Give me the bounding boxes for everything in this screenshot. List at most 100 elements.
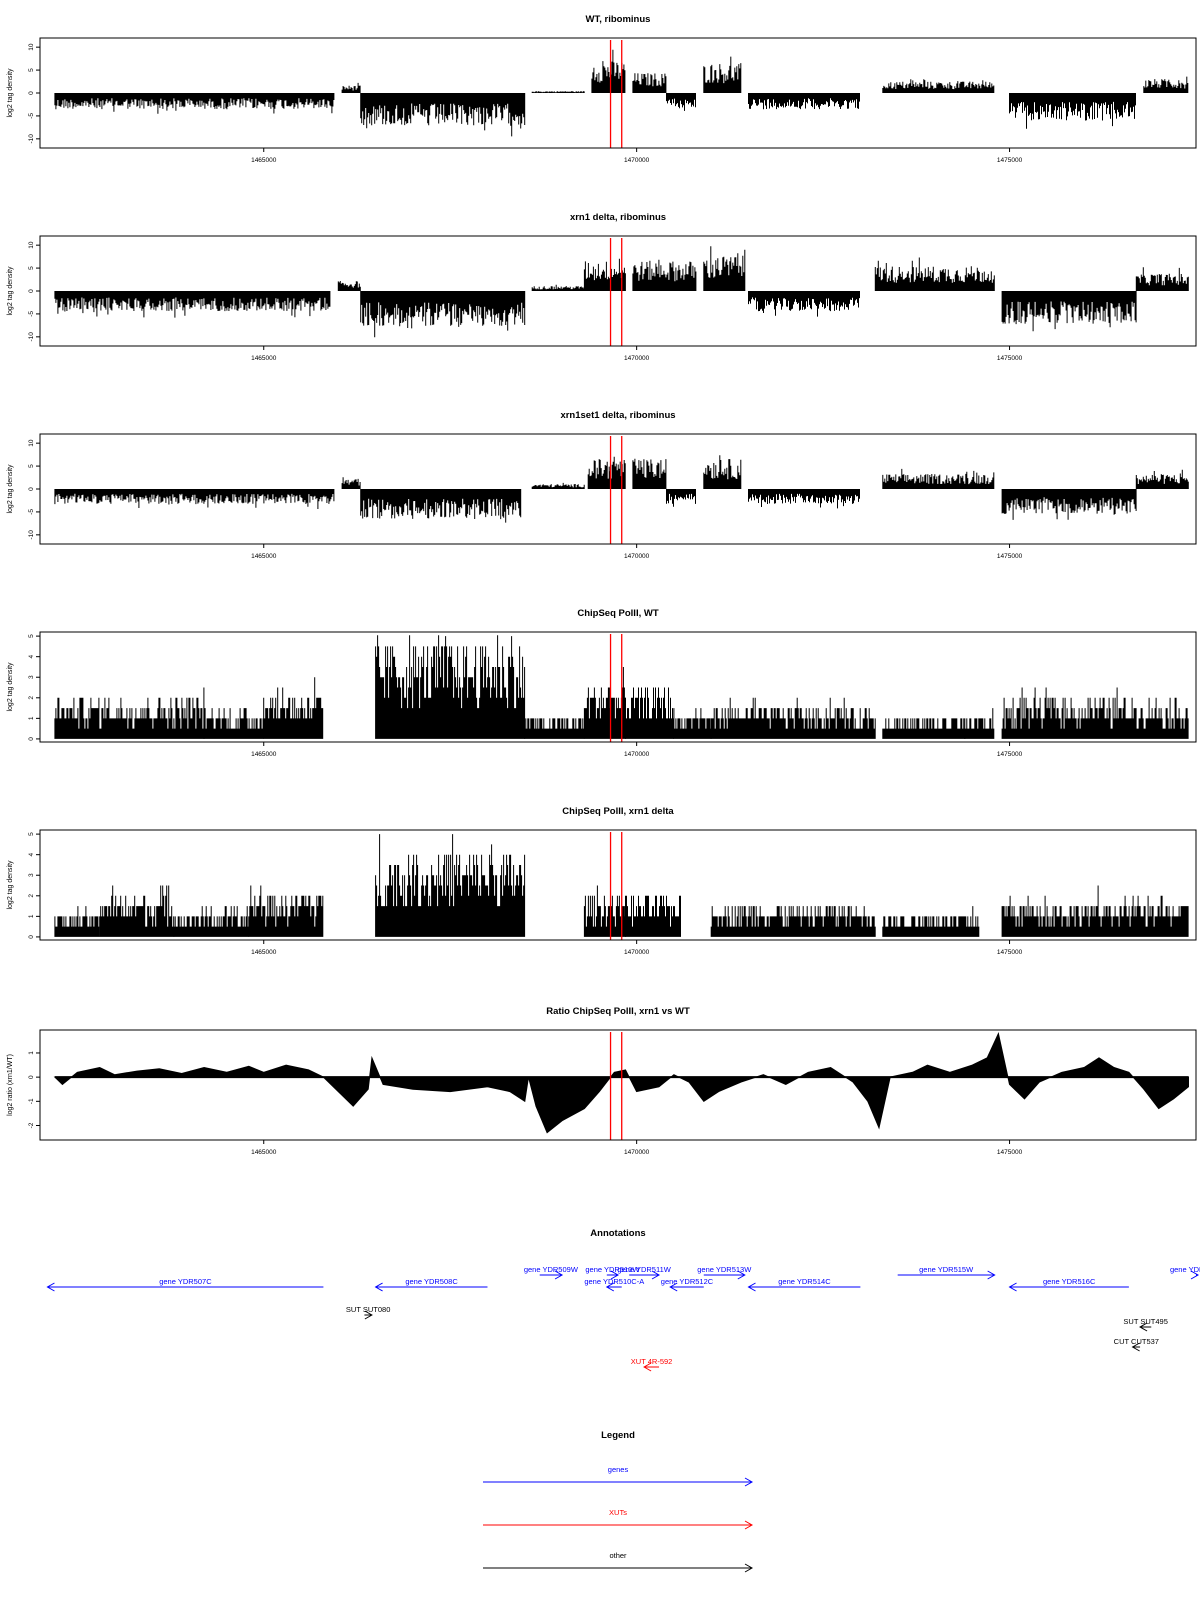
bar-group — [882, 718, 966, 739]
bar-group — [531, 284, 585, 291]
data-segment-6 — [632, 73, 667, 93]
x-axis: 1465000 1470000 1475000 — [251, 148, 1023, 164]
bar-group — [1135, 267, 1189, 291]
data-segment-10 — [882, 718, 966, 739]
x-axis: 1465000 1470000 1475000 — [251, 940, 1023, 956]
data-segment-12 — [1135, 469, 1189, 489]
data-segment-4 — [375, 635, 526, 739]
y-tick-label: 1 — [28, 1051, 35, 1055]
x-axis: 1465000 1470000 1475000 — [251, 742, 1023, 758]
x-tick-label: 1475000 — [997, 355, 1023, 362]
bar-group — [625, 687, 674, 739]
data-segment-12 — [1001, 687, 1189, 739]
y-axis: -2 -1 0 1 — [28, 1051, 40, 1128]
feature-arrow-head — [987, 1270, 996, 1280]
annotations-panel: Annotations gene YDR507C gene YDR508C gene … — [46, 1228, 1200, 1372]
data-segment-2 — [99, 885, 175, 937]
bar-group — [673, 708, 712, 739]
x-tick-label: 1475000 — [997, 751, 1023, 758]
y-tick-label: 5 — [28, 464, 35, 468]
plot-frame — [39, 631, 1197, 743]
bar-group — [1001, 885, 1189, 937]
panel-2: xrn1 delta, ribominus -10 -5 0 5 10 log2 tag d… — [7, 212, 1197, 362]
bar-group — [248, 885, 324, 937]
data-segment-6 — [583, 885, 626, 937]
feature-arrow-head — [1008, 1282, 1017, 1292]
data-segment-1 — [54, 687, 205, 739]
x-tick-label: 1470000 — [624, 157, 650, 164]
bar-group — [583, 667, 626, 739]
y-axis-label: log2 tag density — [7, 860, 14, 910]
data-segment-4 — [531, 284, 585, 291]
data-segment-8 — [710, 906, 876, 937]
bar-group — [360, 291, 526, 338]
data-segment-8 — [703, 56, 742, 93]
data-segment-12 — [1143, 76, 1189, 93]
data-segment-2 — [341, 82, 361, 93]
data-segment-10 — [1001, 885, 1189, 937]
feature-6: gene YDR510C-A — [584, 1277, 644, 1292]
feature-label: gene YDR516C — [1043, 1277, 1096, 1286]
y-tick-label: 0 — [28, 91, 35, 95]
bar-group — [360, 489, 522, 523]
data-segment-6 — [632, 259, 697, 291]
data-series — [54, 246, 1189, 338]
feature-arrow-head — [1190, 1270, 1200, 1280]
data-segment-8 — [748, 291, 860, 317]
feature-label: XUT 4R-592 — [631, 1357, 673, 1366]
y-axis-label: log2 tag density — [7, 266, 14, 316]
y-tick-label: 5 — [28, 634, 35, 638]
y-tick-label: 0 — [28, 1075, 35, 1079]
data-segment-1 — [54, 291, 331, 318]
bar-group — [632, 458, 667, 489]
bar-group — [263, 677, 324, 739]
data-segment-2 — [341, 477, 361, 489]
y-axis: -10 -5 0 5 10 — [28, 439, 40, 540]
y-tick-label: -5 — [28, 311, 35, 317]
bar-group — [54, 489, 335, 509]
data-segment-3 — [360, 291, 526, 338]
feature-label: gene YDR508C — [405, 1277, 458, 1286]
data-segment-3 — [263, 677, 324, 739]
bar-group — [666, 93, 696, 111]
y-tick-label: 4 — [28, 654, 35, 658]
y-tick-label: 0 — [28, 935, 35, 939]
bar-group — [531, 482, 585, 489]
bar-group — [375, 834, 526, 937]
feature-15: CUT CUT537 — [1114, 1337, 1159, 1352]
feature-arrow-head — [610, 1270, 620, 1280]
feature-label: gene YDR517W — [1170, 1265, 1200, 1274]
data-segment-3 — [173, 906, 249, 937]
data-segment-5 — [591, 49, 626, 93]
feature-label: gene YDR514C — [778, 1277, 831, 1286]
y-tick-label: 2 — [28, 894, 35, 898]
y-tick-label: 3 — [28, 873, 35, 877]
y-tick-label: -10 — [28, 134, 35, 144]
data-segment-6 — [583, 667, 626, 739]
y-tick-label: 5 — [28, 832, 35, 836]
bar-group — [748, 489, 860, 509]
panel-1: WT, ribominus -10 -5 0 5 10 log2 tag density 14… — [7, 14, 1197, 164]
bar-group — [703, 246, 746, 291]
y-tick-label: -2 — [28, 1122, 35, 1128]
panel-4: ChipSeq PolII, WT 0 1 2 3 4 5 log2 tag density 1… — [7, 608, 1197, 758]
feature-arrow-head — [643, 1362, 652, 1372]
bar-group — [54, 906, 100, 937]
bar-group — [341, 82, 361, 93]
legend-item-other: other — [483, 1551, 754, 1573]
bar-group — [882, 906, 980, 937]
feature-2: gene YDR508C — [374, 1277, 488, 1292]
y-tick-label: 10 — [28, 241, 35, 249]
bar-group — [524, 718, 585, 739]
y-axis: -10 -5 0 5 10 — [28, 43, 40, 144]
y-tick-label: -5 — [28, 509, 35, 515]
bar-group — [54, 687, 205, 739]
legend-item-genes: genes — [483, 1465, 754, 1487]
panel-title: WT, ribominus — [586, 14, 651, 25]
bar-group — [1009, 93, 1136, 129]
x-tick-label: 1465000 — [251, 1149, 277, 1156]
bar-group — [882, 468, 995, 489]
legend-item-XUTs: XUTs — [483, 1508, 754, 1530]
feature-label: gene YDR511W — [617, 1265, 671, 1274]
bar-group — [1001, 291, 1137, 332]
